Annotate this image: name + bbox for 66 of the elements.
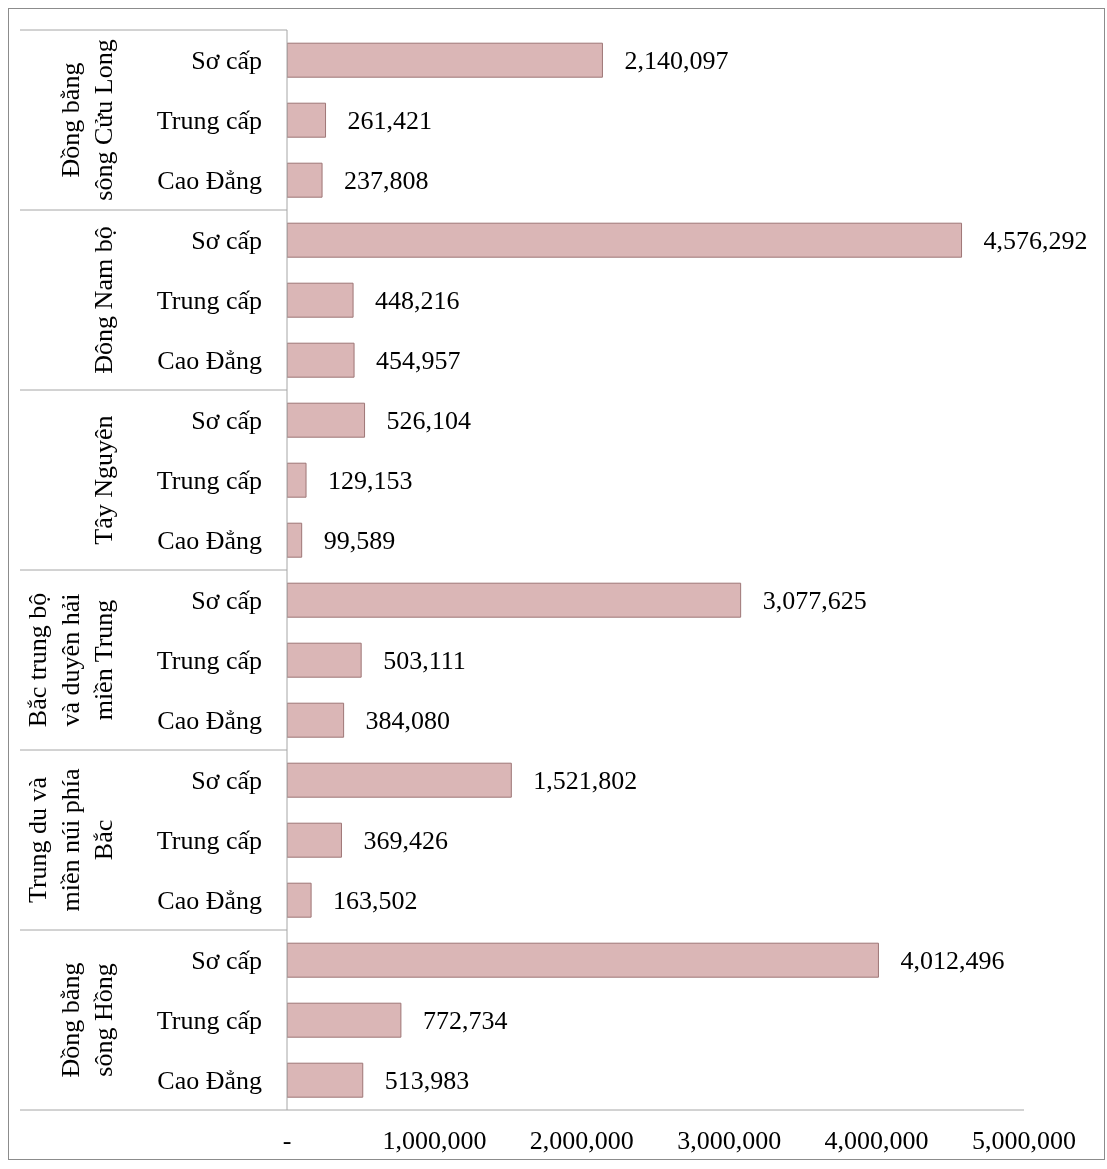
y-tick-label: Sơ cấp (191, 225, 262, 255)
y-tick-label: Sơ cấp (191, 585, 262, 615)
data-label: 1,521,802 (533, 765, 638, 795)
bar (287, 882, 312, 918)
text: Đông Nam bộ (89, 226, 118, 374)
data-label: 237,808 (344, 165, 429, 195)
bar (287, 42, 603, 78)
data-label: 448,216 (375, 285, 460, 315)
bar (287, 822, 342, 858)
y-tick-label: Cao Đẳng (157, 885, 262, 915)
text: Bắc trung bộ và duyên hải miền Trung (23, 592, 118, 728)
y-tick-label: Trung cấp (156, 825, 262, 855)
bar (287, 402, 366, 438)
bar (287, 162, 323, 198)
x-tick-label: 4,000,000 (824, 1125, 929, 1155)
x-tick-label: 2,000,000 (529, 1125, 634, 1155)
x-tick-label: 5,000,000 (972, 1125, 1076, 1155)
y-tick-label: Trung cấp (156, 645, 262, 675)
data-label: 4,012,496 (900, 945, 1005, 975)
x-tick-label: - (282, 1125, 292, 1155)
data-label: 4,576,292 (983, 225, 1088, 255)
data-label: 129,153 (328, 465, 413, 495)
bar (287, 942, 879, 978)
bar (287, 282, 354, 318)
bar (287, 582, 742, 618)
bar (287, 222, 963, 258)
bar (287, 642, 362, 678)
data-label: 163,502 (333, 885, 418, 915)
data-label: 454,957 (376, 345, 461, 375)
data-label: 503,111 (383, 645, 466, 675)
data-label: 261,421 (347, 105, 433, 135)
text: Đồng bằng sông Hồng (56, 962, 118, 1078)
y-tick-label: Cao Đẳng (157, 165, 262, 195)
bar (287, 702, 345, 738)
x-tick-label: 1,000,000 (382, 1125, 487, 1155)
bar (287, 342, 355, 378)
bar (287, 1062, 364, 1098)
y-tick-label: Sơ cấp (191, 405, 262, 435)
y-tick-label: Cao Đẳng (157, 1065, 262, 1095)
data-label: 369,426 (363, 825, 448, 855)
y-tick-label: Trung cấp (156, 1005, 262, 1035)
bar (287, 522, 303, 558)
text: Đồng bằng sông Cửu Long (56, 39, 118, 201)
data-label: 772,734 (422, 1005, 508, 1035)
bar (287, 1002, 402, 1038)
data-label: 384,080 (365, 705, 451, 735)
y-tick-label: Cao Đẳng (157, 525, 262, 555)
bar (287, 762, 512, 798)
y-tick-label: Cao Đẳng (157, 345, 262, 375)
y-tick-label: Sơ cấp (191, 765, 262, 795)
data-label: 99,589 (323, 525, 396, 555)
y-tick-label: Trung cấp (156, 285, 262, 315)
data-label: 3,077,625 (762, 585, 867, 615)
data-label: 2,140,097 (624, 45, 729, 75)
text: Tây Nguyên (89, 415, 118, 545)
data-label: 513,983 (384, 1065, 470, 1095)
y-tick-label: Trung cấp (156, 465, 262, 495)
y-tick-label: Cao Đẳng (157, 705, 262, 735)
y-tick-label: Sơ cấp (191, 945, 262, 975)
text: Trung du và miền núi phía Bắc (23, 768, 118, 912)
bar (287, 462, 307, 498)
x-tick-label: 3,000,000 (677, 1125, 782, 1155)
y-tick-label: Sơ cấp (191, 45, 262, 75)
y-tick-label: Trung cấp (156, 105, 262, 135)
data-label: 526,104 (386, 405, 472, 435)
bar (287, 102, 327, 138)
